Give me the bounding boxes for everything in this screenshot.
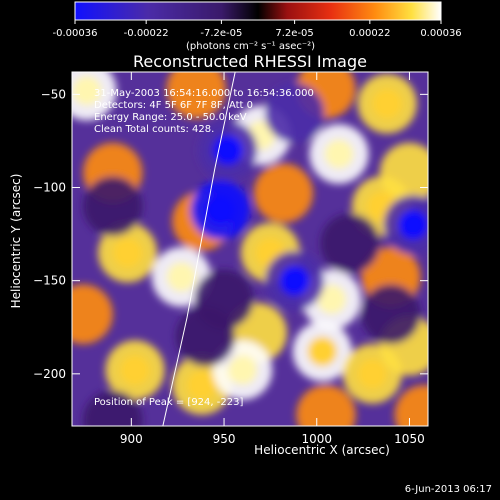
heatmap-blob xyxy=(292,321,352,382)
plot-title: Reconstructed RHESSI Image xyxy=(133,52,367,71)
heatmap-blob xyxy=(342,344,403,404)
colorbar-tick-label: -0.00022 xyxy=(124,28,169,39)
x-tick-label: 1000 xyxy=(301,432,332,446)
axes-ticks: 900 950 1000 1050 −50 −100 −150 −200 xyxy=(33,72,428,446)
colorbar-tick-label: 0.00022 xyxy=(349,28,390,39)
colorbar-tick-label: 7.2e-05 xyxy=(275,28,313,39)
colorbar-tick-label: 0.00036 xyxy=(420,28,461,39)
solar-limb-line xyxy=(162,72,236,426)
colorbar-tick-label: -0.00036 xyxy=(53,28,98,39)
heatmap-blob xyxy=(361,284,421,345)
heatmap-blob xyxy=(72,72,117,121)
annotation-peak: Position of Peak = [924, -223] xyxy=(94,397,244,408)
y-axis-label: Heliocentric Y (arcsec) xyxy=(9,173,23,309)
heatmap-blobs xyxy=(72,72,428,426)
annotation-time: 31-May-2003 16:54:16.000 to 16:54:36.000 xyxy=(94,88,314,99)
plot-frame xyxy=(71,71,429,427)
heatmap-blob xyxy=(175,306,236,367)
y-tick-label: −200 xyxy=(33,367,66,381)
heatmap-blob xyxy=(83,176,143,236)
heatmap-blob xyxy=(264,250,325,311)
footer-date: 6-Jun-2013 06:17 xyxy=(404,484,492,495)
heatmap-blob xyxy=(253,163,314,223)
x-tick-label: 1050 xyxy=(394,432,425,446)
x-tick-label: 950 xyxy=(213,432,236,446)
heatmap-blob xyxy=(296,385,356,426)
heatmap-blob xyxy=(320,213,380,274)
heatmap-blob xyxy=(309,124,369,184)
heatmap-blob xyxy=(394,385,428,426)
annotation-detectors: Detectors: 4F 5F 6F 7F 8F, Att 0 xyxy=(94,100,254,111)
y-tick-label: −150 xyxy=(33,274,66,288)
y-tick-label: −50 xyxy=(41,87,66,101)
colorbar-tick-label: -7.2e-05 xyxy=(200,28,242,39)
heatmap-blob xyxy=(83,390,143,426)
heatmap-blob xyxy=(264,83,325,143)
y-tick-label: −100 xyxy=(33,181,66,195)
heatmap-blob xyxy=(72,284,113,345)
colorbar-label: (photons cm⁻² s⁻¹ asec⁻²) xyxy=(186,41,316,52)
colorbar: -0.00036 -0.00022 -7.2e-05 7.2e-05 0.00022 0.… xyxy=(53,1,462,39)
heatmap-blob xyxy=(105,340,165,400)
annotation-energy: Energy Range: 25.0 - 50.0 keV xyxy=(94,112,247,123)
annotation-clean: Clean Total counts: 428. xyxy=(94,124,215,135)
colorbar-ticks: -0.00036 -0.00022 -7.2e-05 7.2e-05 0.00022 0.… xyxy=(53,20,462,39)
heatmap-blob xyxy=(357,73,417,134)
x-axis-label: Heliocentric X (arcsec) xyxy=(254,443,390,457)
heatmap-blob xyxy=(383,194,428,255)
heatmap-blob xyxy=(97,222,158,283)
heatmap-blob xyxy=(166,72,226,119)
colorbar-gradient xyxy=(74,1,442,21)
x-tick-label: 900 xyxy=(120,432,143,446)
heatmap-blob xyxy=(190,180,250,240)
